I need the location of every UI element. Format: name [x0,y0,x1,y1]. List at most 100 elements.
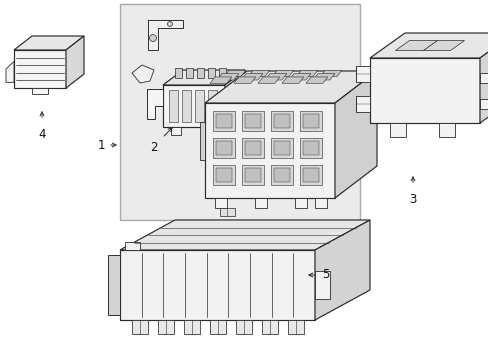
Polygon shape [294,198,306,208]
Polygon shape [66,36,84,88]
Polygon shape [242,138,264,158]
Polygon shape [262,320,278,334]
Polygon shape [438,123,454,137]
Polygon shape [299,165,321,185]
Polygon shape [244,168,261,182]
Polygon shape [108,255,120,315]
Polygon shape [479,72,488,82]
Polygon shape [208,127,219,135]
Polygon shape [163,85,224,127]
Polygon shape [314,271,329,299]
Polygon shape [213,165,235,185]
Polygon shape [125,242,140,250]
Polygon shape [273,141,289,155]
Polygon shape [169,90,178,122]
Polygon shape [270,111,292,131]
Polygon shape [355,95,369,112]
Text: 1: 1 [97,139,105,152]
Polygon shape [219,68,225,77]
Polygon shape [288,73,310,80]
Polygon shape [369,33,488,58]
Polygon shape [242,111,264,131]
Polygon shape [207,68,215,77]
Polygon shape [215,198,226,208]
Circle shape [149,35,156,41]
Polygon shape [303,114,318,128]
Polygon shape [132,320,148,334]
Polygon shape [355,66,369,82]
Polygon shape [319,70,341,77]
Polygon shape [216,168,231,182]
Polygon shape [216,141,231,155]
Bar [120,4,359,220]
Polygon shape [224,70,245,77]
Polygon shape [224,70,244,127]
Polygon shape [158,320,174,334]
Text: 4: 4 [38,128,46,141]
Polygon shape [334,71,376,198]
Polygon shape [183,320,200,334]
Polygon shape [299,138,321,158]
Polygon shape [395,41,464,50]
Polygon shape [207,90,217,122]
Polygon shape [312,73,334,80]
Polygon shape [120,220,369,250]
Polygon shape [479,99,488,108]
Polygon shape [244,141,261,155]
Polygon shape [271,70,293,77]
Polygon shape [282,77,303,83]
Polygon shape [163,70,244,85]
Text: 5: 5 [321,269,329,282]
Polygon shape [389,123,405,137]
Polygon shape [314,220,369,320]
Polygon shape [148,20,183,50]
Polygon shape [314,198,326,208]
Polygon shape [14,50,66,88]
Polygon shape [171,127,181,135]
Polygon shape [242,165,264,185]
Polygon shape [273,168,289,182]
Text: 2: 2 [150,141,158,154]
Polygon shape [305,77,327,83]
Polygon shape [479,33,488,123]
Polygon shape [270,165,292,185]
Polygon shape [247,70,269,77]
Polygon shape [182,90,191,122]
Polygon shape [120,250,314,320]
Polygon shape [14,36,84,50]
Polygon shape [236,320,251,334]
Polygon shape [303,168,318,182]
Polygon shape [6,62,14,82]
Circle shape [167,22,172,27]
Polygon shape [197,68,203,77]
Polygon shape [200,122,204,160]
Polygon shape [209,320,225,334]
Polygon shape [217,73,238,80]
Polygon shape [220,208,235,216]
Polygon shape [241,73,263,80]
Polygon shape [254,198,266,208]
Polygon shape [204,71,376,103]
Polygon shape [216,114,231,128]
Polygon shape [213,138,235,158]
Polygon shape [213,111,235,131]
Polygon shape [299,111,321,131]
Polygon shape [369,58,479,123]
Polygon shape [175,68,182,77]
Text: 3: 3 [408,193,416,206]
Polygon shape [303,141,318,155]
Polygon shape [273,114,289,128]
Polygon shape [244,114,261,128]
Polygon shape [209,77,231,83]
Polygon shape [234,77,255,83]
Polygon shape [132,65,154,83]
Polygon shape [195,90,203,122]
Polygon shape [32,88,48,94]
Polygon shape [270,138,292,158]
Polygon shape [204,103,334,198]
Polygon shape [147,89,163,118]
Polygon shape [264,73,286,80]
Polygon shape [185,68,193,77]
Polygon shape [295,70,317,77]
Polygon shape [287,320,304,334]
